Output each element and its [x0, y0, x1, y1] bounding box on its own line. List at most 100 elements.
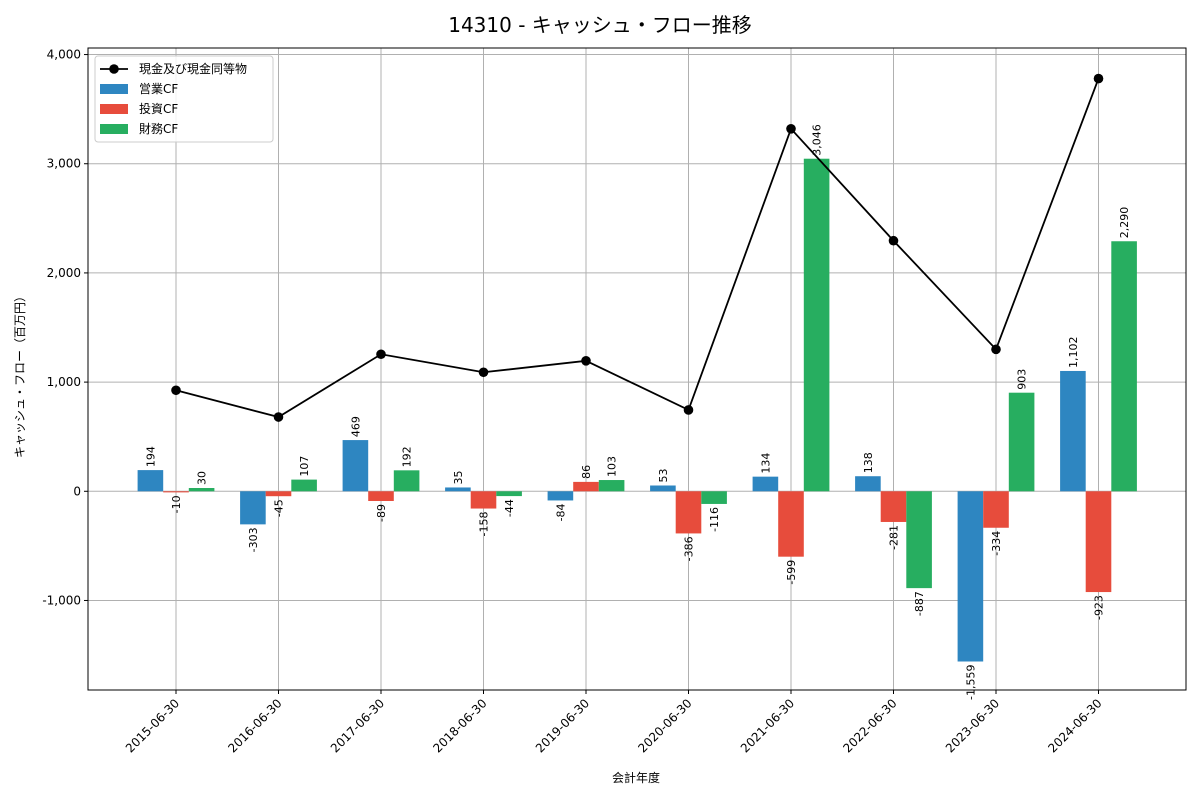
x-tick-label: 2017-06-30	[328, 696, 387, 755]
data-labels: 194 -303 469 35 -84 53 134 138 -1,559 1,102 -10 -45…	[144, 124, 1131, 700]
bar-1	[855, 476, 881, 492]
bar-3	[291, 479, 317, 492]
bar-data-label: -10	[170, 495, 183, 513]
bar-data-label: 192	[401, 446, 414, 467]
cash-line-point	[1093, 73, 1104, 84]
bar-data-label: -923	[1093, 595, 1106, 620]
cash-line-point	[683, 405, 694, 415]
bar-3	[393, 470, 420, 492]
legend-box	[94, 55, 274, 143]
y-tick-label: 3,000	[47, 157, 81, 171]
bar-3	[188, 488, 215, 492]
bar-3	[1008, 392, 1035, 492]
cash-line-point	[478, 367, 489, 378]
bar-3	[701, 491, 727, 504]
bar-3	[803, 158, 830, 492]
cash-line-point	[581, 356, 591, 366]
x-tick-label: 2024-06-30	[1045, 696, 1104, 755]
cash-line-point	[171, 385, 181, 396]
bar-data-label: -84	[554, 503, 567, 521]
bar-2	[778, 491, 804, 557]
bar-2	[880, 491, 907, 522]
bar-data-label: 469	[349, 416, 362, 437]
bar-data-label: 3,046	[811, 124, 824, 156]
bar-data-label: -89	[375, 504, 388, 522]
cash-line-point	[888, 235, 899, 246]
bar-1	[342, 440, 369, 492]
legend-bar-swatch	[100, 104, 128, 114]
x-tick-label: 2022-06-30	[840, 696, 899, 755]
plot-frame	[87, 47, 1187, 691]
legend-label: 財務CF	[139, 121, 178, 136]
cash-line	[171, 73, 1104, 422]
x-tick-label: 2019-06-30	[533, 696, 592, 755]
bar-data-label: 2,290	[1118, 207, 1131, 239]
bar-2	[470, 491, 497, 509]
bar-2	[983, 491, 1009, 528]
legend-line-marker	[109, 64, 119, 74]
bar-3	[598, 480, 625, 492]
bar-data-label: 134	[759, 453, 772, 474]
y-tick-label: 0	[73, 484, 81, 498]
x-axis-label: 会計年度	[612, 770, 660, 785]
bar-1	[957, 491, 984, 662]
bar-2	[265, 491, 292, 497]
bar-data-label: 903	[1016, 369, 1029, 390]
bar-data-label: 1,102	[1067, 336, 1080, 368]
legend-label: 投資CF	[139, 101, 178, 116]
bar-data-label: 103	[606, 456, 619, 477]
bar-data-label: 86	[580, 465, 593, 479]
bar-1	[650, 485, 676, 492]
x-tick-label: 2020-06-30	[635, 696, 694, 755]
bar-data-label: -1,559	[964, 665, 977, 700]
bar-1	[445, 487, 471, 492]
bar-data-label: 53	[657, 468, 670, 482]
cash-line-path	[175, 78, 1100, 419]
bar-2	[675, 491, 702, 534]
cash-line-point	[273, 412, 284, 422]
legend-label: 現金及び現金同等物	[139, 61, 247, 76]
bar-1	[752, 476, 779, 492]
bar-data-label: -45	[273, 499, 286, 517]
bar-3	[496, 491, 522, 497]
bar-data-label: -116	[708, 507, 721, 532]
bar-2	[368, 491, 394, 502]
bar-1	[1060, 370, 1086, 492]
bar-data-label: 30	[196, 471, 209, 485]
y-axis-label: キャッシュ・フロー（百万円）	[13, 290, 27, 458]
cash-line-point	[786, 123, 796, 134]
bar-2	[163, 491, 189, 493]
x-tick-label: 2021-06-30	[738, 696, 797, 755]
bar-1	[137, 470, 164, 492]
x-tick-label: 2015-06-30	[123, 696, 182, 755]
bar-data-label: -44	[503, 499, 516, 517]
y-tick-label: 4,000	[47, 48, 81, 62]
bar-1	[547, 491, 574, 501]
bar-data-label: -158	[478, 512, 491, 537]
bar-3	[1111, 241, 1137, 492]
bar-1	[240, 491, 266, 525]
bars	[137, 158, 1137, 662]
x-tick-label: 2023-06-30	[943, 696, 1002, 755]
bar-2	[573, 481, 599, 492]
bar-3	[906, 491, 932, 589]
x-tick-label: 2018-06-30	[430, 696, 489, 755]
bar-2	[1085, 491, 1112, 593]
bar-data-label: 35	[452, 470, 465, 484]
y-tick-label: -1,000	[42, 593, 81, 607]
bar-data-label: -599	[785, 560, 798, 585]
bar-data-label: 107	[298, 456, 311, 477]
legend-label: 営業CF	[139, 82, 178, 96]
bar-data-label: 194	[144, 446, 157, 467]
chart-title: 14310 - キャッシュ・フロー推移	[448, 13, 752, 37]
bar-data-label: 138	[862, 452, 875, 473]
legend-bar-swatch	[100, 84, 128, 94]
grid	[88, 48, 1186, 690]
bar-data-label: -281	[888, 525, 901, 550]
x-tick-label: 2016-06-30	[225, 696, 284, 755]
bar-data-label: -887	[913, 591, 926, 616]
bar-data-label: -386	[683, 536, 696, 561]
cash-line-point	[376, 349, 386, 360]
